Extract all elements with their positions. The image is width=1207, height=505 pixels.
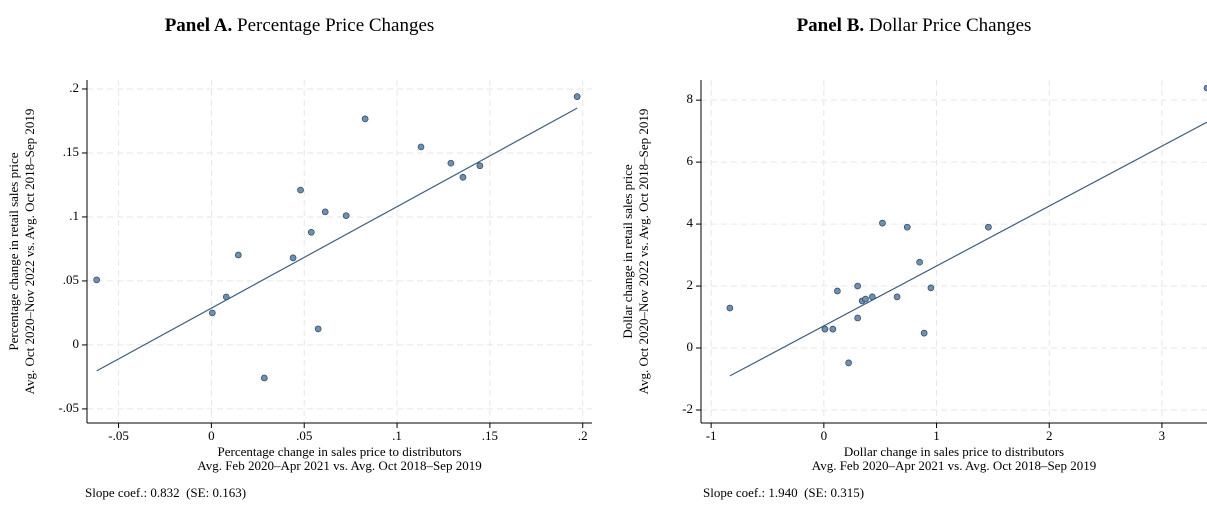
scatter-point [417,143,425,151]
scatter-point [208,309,216,317]
y-tick-label: 0 [73,336,80,351]
x-tick-label: .1 [392,428,402,443]
scatter-point [927,284,935,292]
x-tick-label: 0 [821,428,828,443]
scatter-point [234,251,242,259]
y-axis-label: Avg. Oct 2020–Nov 2022 vs. Avg. Oct 2018… [636,109,651,395]
y-tick-label: .05 [63,272,79,287]
x-tick-label: -1 [706,428,717,443]
x-tick-label: -.05 [108,428,129,443]
panel-title: Panel B. Dollar Price Changes [797,15,1032,36]
x-axis-label: Dollar change in sales price to distribu… [844,444,1064,459]
x-tick-label: .15 [482,428,498,443]
scatter-point [829,325,837,333]
scatter-point [222,293,230,301]
scatter-point [342,212,350,220]
scatter-point [920,329,928,337]
scatter-point [726,304,734,312]
scatter-point [845,359,852,367]
slope-note: Slope coef.: 1.940 (SE: 0.315) [703,485,864,500]
scatter-point [260,374,268,382]
scatter-point [834,287,841,295]
scatter-point [459,173,467,181]
slope-note: Slope coef.: 0.832 (SE: 0.163) [85,485,246,500]
x-tick-label: 3 [1159,428,1166,443]
x-tick-label: 2 [1046,428,1053,443]
scatter-point [289,254,297,262]
scatter-point [868,293,876,301]
scatter-point [903,223,911,231]
y-tick-label: .2 [69,80,79,95]
scatter-point [985,223,992,231]
y-tick-label: .1 [69,208,79,223]
title-text: Dollar Price Changes [869,15,1032,36]
panel-title: Panel A. Percentage Price Changes [165,15,435,36]
scatter-point [916,258,923,266]
x-tick-label: 0 [208,428,215,443]
y-tick-label: 0 [687,339,694,354]
y-tick-label: -2 [682,401,693,416]
y-axis-label: Dollar change in retail sales price [620,164,635,339]
scatter-point [476,162,484,170]
x-tick-label: 1 [933,428,940,443]
fit-line [729,121,1207,377]
x-tick-label: .2 [578,428,588,443]
fit-line [96,107,578,372]
scatter-point [447,159,455,167]
x-tick-label: .05 [296,428,312,443]
scatter-point [93,276,101,284]
y-axis-label: Percentage change in retail sales price [6,152,21,350]
scatter-point [821,325,829,333]
scatter-point [862,295,869,303]
y-tick-label: -.05 [58,400,79,415]
scatter-point [1203,84,1207,92]
scatter-point [321,208,329,216]
x-axis-label: Percentage change in sales price to dist… [217,444,461,459]
y-tick-label: .15 [63,144,79,159]
panel-label: Panel A. [165,15,233,36]
scatter-point [314,325,322,333]
panel-label: Panel B. [797,15,865,36]
x-axis-label: Avg. Feb 2020–Apr 2021 vs. Avg. Oct 2018… [197,458,481,473]
scatter-point [573,93,581,100]
scatter-point [854,282,861,290]
scatter-point [879,219,886,227]
y-tick-label: 2 [687,277,694,292]
scatter-point [893,293,901,301]
scatter-point [854,314,861,322]
x-axis-label: Avg. Feb 2020–Apr 2021 vs. Avg. Oct 2018… [812,458,1096,473]
y-tick-label: 4 [687,215,694,230]
title-text: Percentage Price Changes [237,15,434,36]
y-tick-label: 8 [687,91,694,106]
y-axis-label: Avg. Oct 2020–Nov 2022 vs. Avg. Oct 2018… [22,109,37,395]
scatter-point [297,186,304,194]
scatter-point [361,115,369,123]
scatter-point [307,228,315,236]
y-tick-label: 6 [687,153,694,168]
